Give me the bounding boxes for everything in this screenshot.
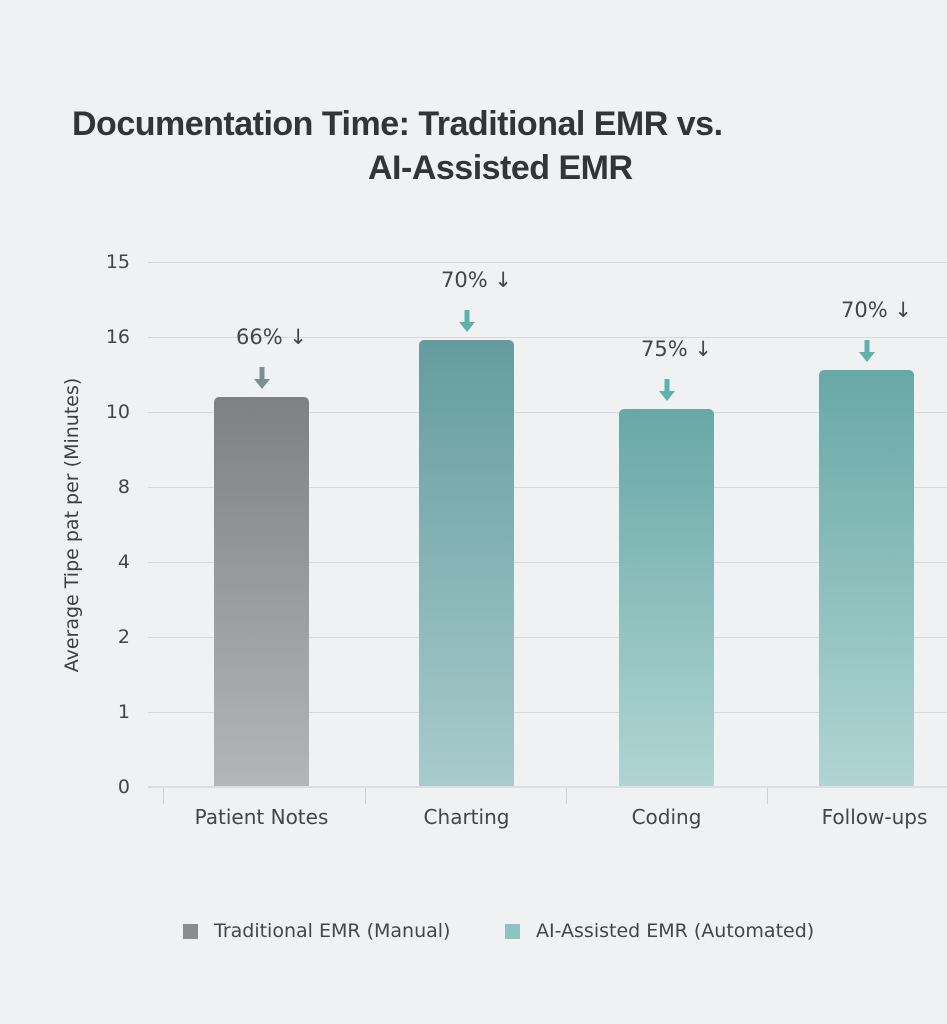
y-tick-label: 15 [105,251,130,273]
y-axis-label: Average Tipe pat per (Minutes) [61,377,83,673]
x-tick-label: Follow-ups [821,805,928,829]
chart-title-line-2: AI-Assisted EMR [368,149,633,187]
x-axis-tick [767,788,768,804]
gridline [148,337,947,338]
chart-title-line-1: Documentation Time: Traditional EMR vs. [72,105,723,143]
legend-label-traditional: Traditional EMR (Manual) [214,920,451,942]
bar-follow-ups [819,370,914,786]
down-arrow-icon [253,367,270,389]
x-tick-label: Coding [631,805,702,829]
down-arrow-icon [858,340,875,362]
bar-charting [419,340,514,786]
x-axis-tick [566,788,567,804]
bar-patient-notes [214,397,309,786]
y-tick-label: 1 [117,701,130,723]
down-arrow-icon [458,310,475,332]
x-tick-label: Patient Notes [194,805,329,829]
y-tick-label: 8 [117,476,130,498]
y-tick-label: 16 [105,326,130,348]
gridline [148,262,947,263]
gridline [148,637,947,638]
gridline [148,562,947,563]
legend-swatch-ai [505,923,520,939]
down-arrow-icon [658,379,675,401]
reduction-annotation: 66% ↓ [236,325,307,349]
reduction-annotation: 70% ↓ [841,298,912,322]
x-axis-tick [163,788,164,804]
legend-item-traditional: Traditional EMR (Manual) [183,920,450,942]
reduction-annotation: 75% ↓ [641,337,712,361]
x-axis-line [148,786,947,788]
gridline [148,412,947,413]
y-tick-label: 10 [105,401,130,423]
legend-label-ai: AI-Assisted EMR (Automated) [536,920,815,942]
y-tick-label: 2 [117,626,130,648]
reduction-annotation: 70% ↓ [441,268,512,292]
gridline [148,487,947,488]
legend-item-ai: AI-Assisted EMR (Automated) [505,920,814,942]
x-axis-tick [365,788,366,804]
bar-coding [619,409,714,786]
gridline [148,712,947,713]
y-tick-label: 0 [117,776,130,798]
legend-swatch-traditional [183,923,198,939]
x-tick-label: Charting [423,805,510,829]
y-tick-label: 4 [117,551,130,573]
